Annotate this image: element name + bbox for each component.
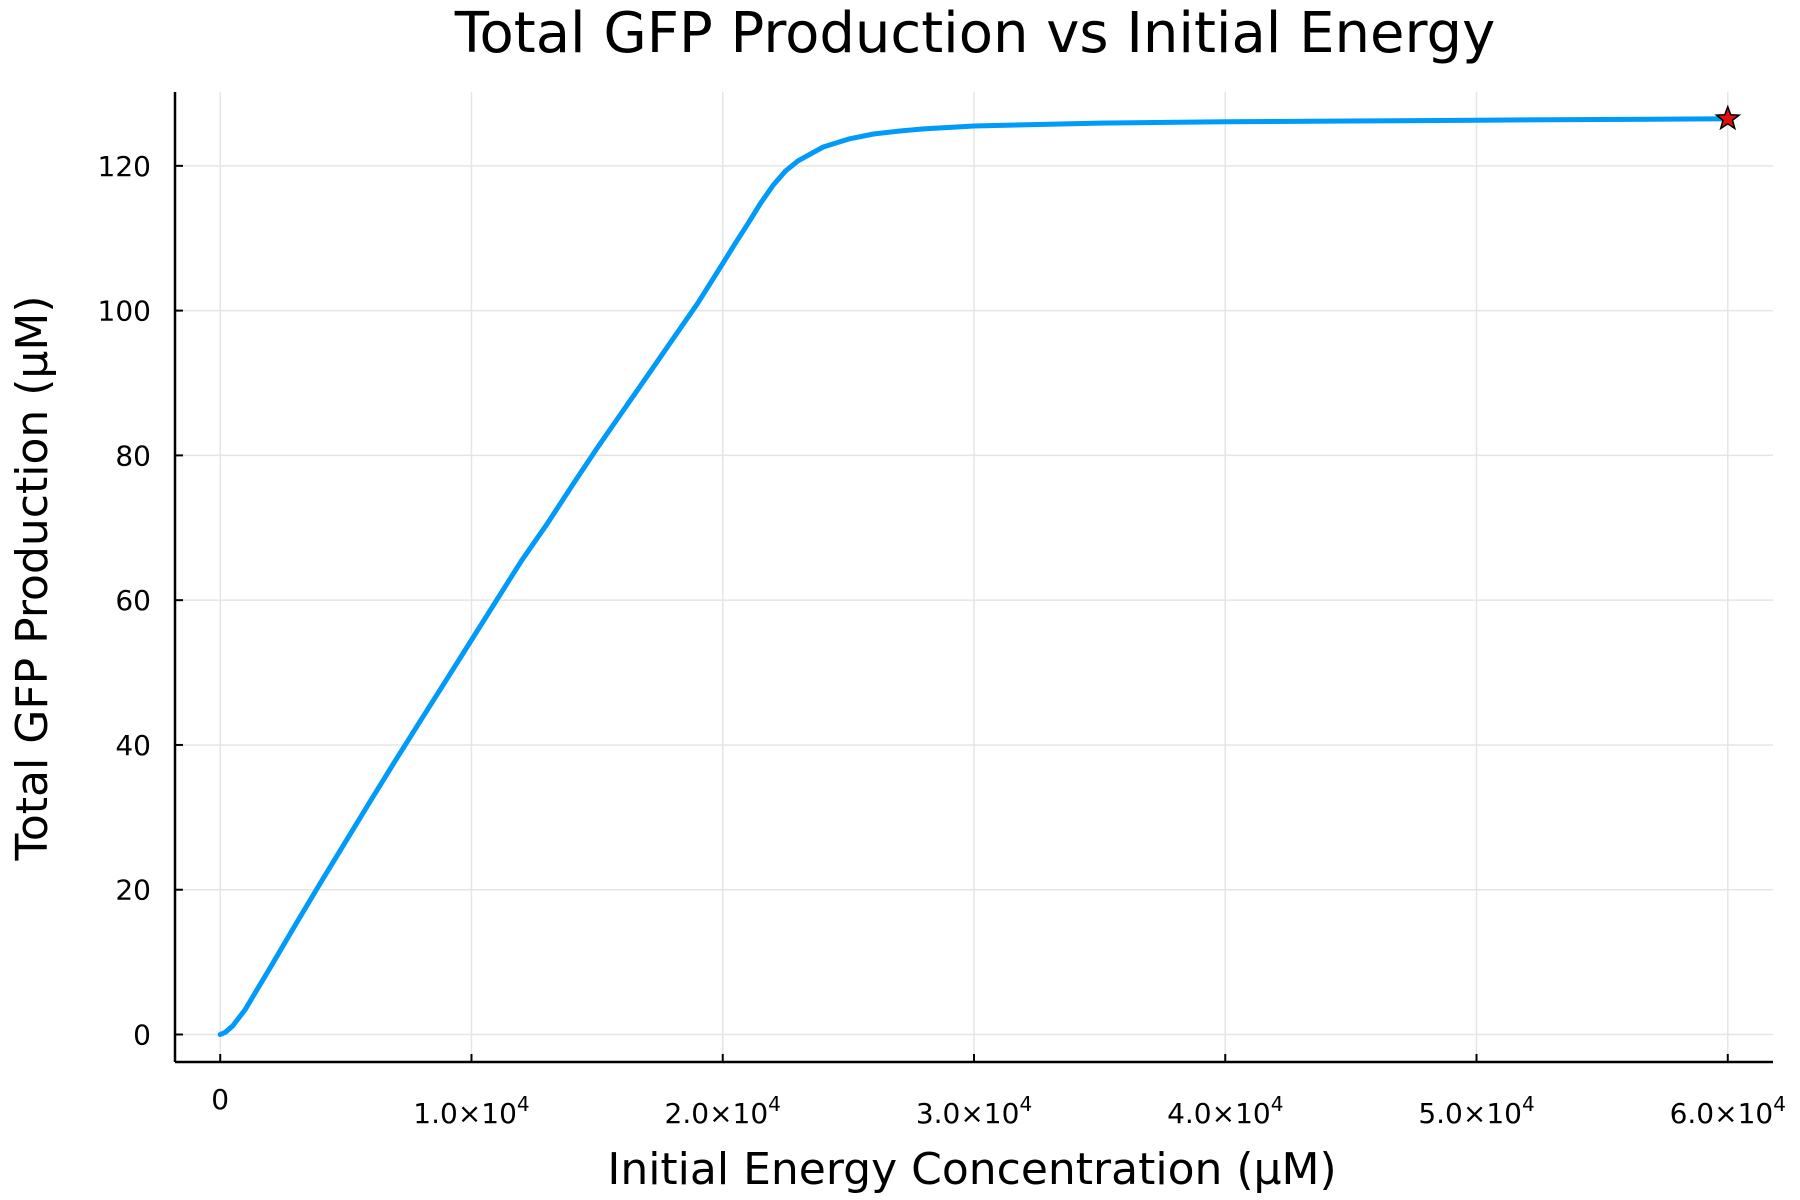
x-tick-label: 1.0×104: [413, 1092, 529, 1130]
ticks: 0 1.0×104 2.0×104 3.0×104 4.0×104 5.0×104 6.0×…: [98, 150, 1786, 1130]
x-tick-label: 3.0×104: [916, 1092, 1032, 1130]
y-tick-label: 40: [115, 729, 151, 762]
y-tick-label: 20: [115, 874, 151, 907]
x-axis-title: Initial Energy Concentration (μM): [607, 1144, 1336, 1195]
y-tick-label: 60: [115, 584, 151, 617]
markers: [1714, 104, 1742, 131]
series-line: [217, 116, 1731, 1037]
x-tick-label: 5.0×104: [1418, 1092, 1534, 1130]
x-tick-label: 6.0×104: [1670, 1092, 1786, 1130]
chart-title: Total GFP Production vs Initial Energy: [454, 1, 1495, 66]
grid-lines: [175, 92, 1773, 1062]
y-tick-label: 0: [133, 1018, 151, 1051]
y-tick-label: 100: [98, 295, 151, 328]
x-tick-label: 2.0×104: [665, 1092, 781, 1130]
y-axis-title: Total GFP Production (μM): [7, 295, 58, 861]
x-tick-label: 0: [211, 1083, 229, 1116]
y-tick-label: 120: [98, 150, 151, 183]
x-tick-label: 4.0×104: [1167, 1092, 1283, 1130]
y-tick-label: 80: [115, 439, 151, 472]
star-marker: [1714, 104, 1742, 131]
series-area: [217, 116, 1731, 1037]
